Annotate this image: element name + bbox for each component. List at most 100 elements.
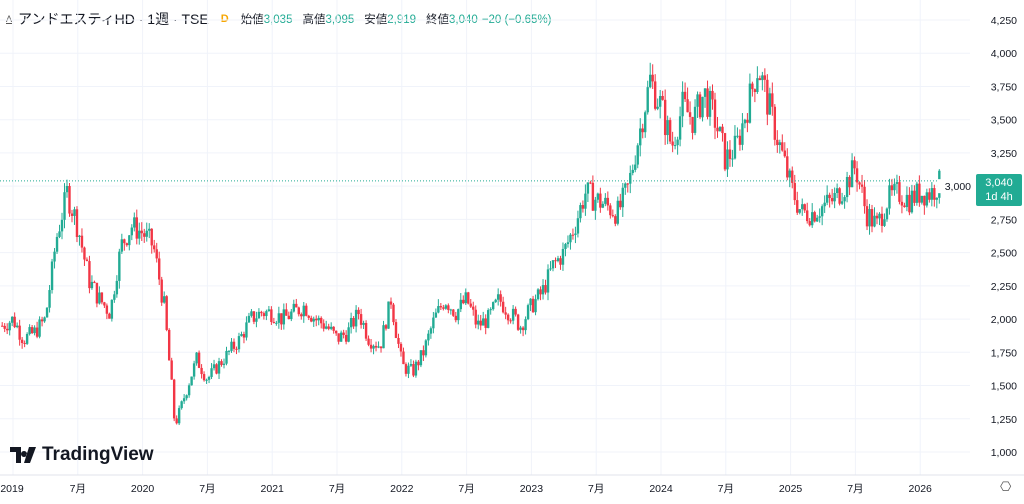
candle-body (469, 303, 472, 307)
candle-body (900, 201, 904, 206)
candle-body (177, 408, 181, 424)
tradingview-logo[interactable]: TradingView (10, 444, 154, 466)
candle-body (459, 299, 462, 310)
candle-body (875, 215, 879, 219)
candle-body (850, 160, 854, 188)
candle-body (347, 327, 350, 342)
candle-body (322, 323, 325, 329)
candle-body (50, 261, 54, 291)
candle-body (349, 317, 353, 328)
candle-body (110, 299, 114, 319)
candle-body (13, 316, 16, 328)
y-tick-label: 2,250 (991, 281, 1017, 293)
candle-body (202, 374, 206, 381)
candle-body (880, 213, 884, 226)
candle-body (504, 312, 507, 315)
candle-body (835, 188, 839, 193)
candle-body (526, 305, 530, 320)
candle-body (317, 317, 320, 321)
candle-body (329, 326, 333, 329)
candle-body (491, 302, 495, 310)
candle-body (890, 185, 894, 191)
candle-body (88, 261, 91, 289)
candle-body (120, 239, 124, 252)
y-tick-label: 3,250 (991, 148, 1017, 160)
candle-body (312, 318, 315, 322)
candle-body (878, 213, 881, 219)
candle-body (723, 133, 727, 170)
candle-body (389, 301, 393, 305)
candle-body (688, 112, 692, 117)
candle-body (33, 327, 36, 334)
candle-body (903, 205, 906, 208)
candle-body (138, 230, 141, 239)
candle-body (564, 244, 567, 249)
candle-body (484, 318, 487, 328)
candle-body (337, 333, 340, 342)
candle-body (128, 235, 131, 246)
candle-body (865, 206, 869, 227)
candle-body (163, 296, 166, 303)
candle-body (20, 339, 24, 344)
candle-body (731, 158, 734, 160)
candle-body (499, 294, 502, 302)
candle-body (801, 204, 804, 210)
x-tick-label: 2020 (131, 483, 155, 495)
candle-body (414, 361, 418, 376)
candle-body (454, 315, 457, 321)
symbol-title[interactable]: アンドエスティHD · 1週 · TSE (18, 11, 209, 27)
candle-body (245, 322, 248, 338)
candle-body (412, 364, 415, 376)
candle-body (828, 194, 831, 199)
candle-body (539, 289, 542, 295)
candle-body (78, 235, 81, 238)
candle-body (325, 326, 328, 329)
candle-body (566, 242, 570, 245)
candle-body (1, 325, 4, 327)
candle-body (38, 319, 41, 337)
candle-body (718, 126, 722, 132)
candle-body (55, 236, 59, 252)
candle-body (898, 182, 901, 202)
candle-body (409, 364, 413, 366)
candle-body (404, 364, 408, 374)
candle-body (123, 239, 126, 244)
candle-body (315, 318, 318, 321)
candle-body (222, 363, 226, 365)
candle-body (382, 325, 385, 349)
candle-body (855, 168, 859, 183)
candle-body (845, 176, 849, 198)
candle-body (192, 363, 196, 377)
candle-body (170, 360, 173, 380)
candle-body (586, 182, 590, 194)
candle-body (230, 341, 233, 351)
candle-body (190, 376, 193, 386)
candle-body (736, 135, 739, 137)
gear-icon[interactable]: ⎔ (1000, 479, 1012, 494)
x-tick-label: 7月 (329, 483, 345, 495)
candle-body (133, 217, 136, 228)
candle-body (923, 195, 926, 206)
candle-body (48, 290, 51, 308)
candle-body (918, 183, 921, 203)
candle-body (496, 294, 500, 300)
candle-body (716, 127, 719, 132)
candle-body (541, 285, 545, 295)
candle-body (165, 296, 168, 330)
candle-body (158, 258, 161, 280)
candle-body (467, 292, 470, 304)
candle-body (569, 234, 572, 243)
candle-body (888, 185, 891, 209)
y-tick-label: 1,750 (991, 347, 1017, 359)
candle-body (28, 327, 31, 335)
candle-body (788, 170, 791, 178)
candle-body (644, 112, 647, 133)
candle-body (357, 309, 360, 315)
candle-body (895, 182, 899, 184)
candle-body (482, 318, 485, 326)
candle-body (182, 398, 186, 402)
candle-body (808, 221, 811, 226)
candle-body (676, 139, 679, 146)
candle-body (15, 325, 19, 328)
